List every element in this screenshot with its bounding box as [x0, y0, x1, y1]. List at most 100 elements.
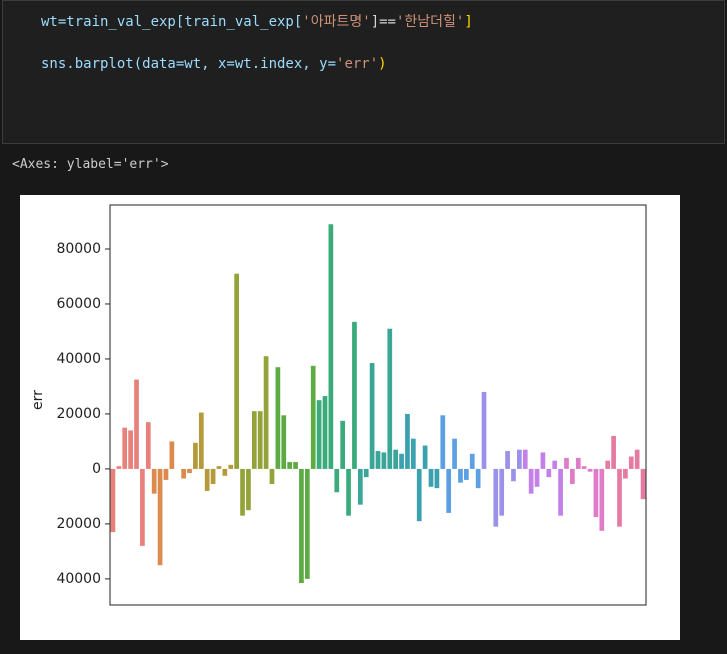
bar	[204, 468, 210, 491]
chart: err 40000 20000 0 20000 40000 60000 80000	[20, 195, 680, 640]
bar	[234, 273, 239, 469]
bar	[169, 441, 175, 469]
bar	[534, 468, 540, 487]
bar	[446, 468, 452, 513]
y-tick-label: 60000	[56, 296, 101, 312]
bar	[511, 468, 516, 482]
bar	[581, 466, 587, 469]
bar	[422, 445, 428, 469]
bar	[416, 468, 422, 522]
bar	[304, 468, 310, 579]
y-axis-label: err	[30, 390, 46, 410]
bar	[216, 466, 222, 469]
bar	[599, 468, 605, 531]
code-line: sns.barplot(data=wt, x=wt.index, y='err'…	[41, 56, 387, 72]
bar	[210, 468, 216, 485]
bar	[151, 468, 157, 494]
bar	[587, 468, 593, 472]
bar	[540, 452, 546, 469]
bar	[163, 468, 169, 480]
y-tick-label: 20000	[56, 516, 101, 532]
y-tick-label: 0	[92, 461, 101, 477]
code-token: )	[378, 56, 387, 72]
bar	[405, 413, 410, 469]
bar	[310, 365, 316, 469]
bar	[246, 468, 251, 511]
bar	[546, 468, 552, 478]
bar	[128, 430, 133, 469]
bar	[316, 400, 322, 469]
bar	[287, 462, 293, 469]
y-tick-label: 20000	[56, 406, 101, 422]
code-cell[interactable]: wt=train_val_exp[train_val_exp['아파트명']==…	[2, 0, 725, 144]
bar	[410, 438, 416, 469]
code-token: wt=train_val_exp[train_val_exp[	[41, 14, 303, 30]
bar	[157, 468, 163, 566]
bar	[399, 453, 404, 469]
bar	[363, 468, 369, 478]
bar	[187, 468, 192, 474]
bar	[428, 468, 434, 487]
bar	[640, 468, 646, 500]
bar	[116, 466, 122, 469]
bar	[240, 468, 245, 516]
y-tick-label: 80000	[56, 241, 101, 257]
bar	[452, 438, 457, 469]
plot-frame	[109, 204, 647, 606]
bar	[611, 435, 616, 469]
bar	[628, 456, 634, 469]
bar	[322, 396, 328, 469]
bar	[275, 367, 281, 469]
bar	[140, 468, 145, 546]
bar	[381, 452, 387, 469]
bar	[570, 468, 575, 485]
code-token: '아파트명'	[302, 14, 371, 30]
bar	[493, 468, 499, 527]
bar	[564, 457, 569, 469]
output-text: <Axes: ylabel='err'>	[12, 157, 169, 172]
bar	[369, 363, 375, 469]
bar	[228, 464, 234, 469]
bar	[575, 457, 581, 469]
bar	[463, 468, 469, 480]
bar	[293, 462, 298, 469]
bar	[122, 427, 128, 469]
code-token: '한남더힐'	[395, 14, 465, 30]
bar	[522, 449, 528, 469]
bar	[434, 468, 440, 489]
bar	[145, 422, 151, 469]
bar	[299, 468, 304, 584]
bar	[593, 468, 599, 518]
bar	[281, 415, 287, 469]
bar	[269, 468, 275, 485]
code-token: sns.barplot(data=wt, x=wt.index, y=	[41, 56, 337, 72]
bar	[623, 468, 628, 479]
bar	[193, 442, 198, 469]
bar	[458, 468, 463, 483]
bar	[517, 449, 522, 469]
bar	[352, 321, 357, 469]
code-token: ]==	[370, 14, 396, 30]
y-tick-label: 40000	[56, 351, 101, 367]
bar	[475, 468, 481, 489]
bar	[328, 224, 334, 469]
bar	[528, 468, 534, 494]
code-line: wt=train_val_exp[train_val_exp['아파트명']==…	[41, 11, 473, 31]
y-tick-label: 40000	[56, 571, 101, 587]
bar	[552, 460, 558, 469]
bar	[387, 328, 393, 469]
bar	[110, 468, 116, 533]
bar	[617, 468, 622, 527]
bar	[357, 468, 363, 505]
bar	[251, 411, 257, 469]
bar	[334, 468, 340, 493]
bar	[134, 379, 139, 469]
bar	[505, 451, 510, 469]
bar	[346, 468, 351, 516]
bar	[222, 468, 228, 476]
bar	[263, 356, 269, 469]
bar	[469, 453, 475, 469]
bar	[257, 411, 263, 469]
bar	[393, 449, 399, 469]
